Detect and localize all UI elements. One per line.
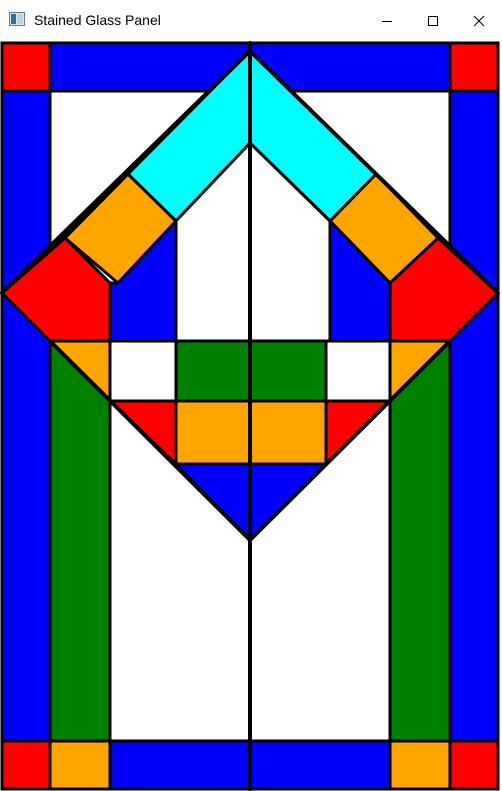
bottom-orange-left — [48, 739, 112, 791]
green-square-right — [248, 339, 328, 403]
orange-square-right — [248, 399, 328, 466]
stained-glass-panel — [0, 41, 502, 791]
orange-square-left — [174, 399, 252, 466]
diamond-outline-left — [0, 49, 252, 295]
bottom-blue-right — [248, 739, 392, 791]
maximize-icon — [428, 15, 438, 26]
close-button[interactable] — [456, 0, 502, 41]
right-border — [448, 89, 500, 743]
bottom-blue-left — [108, 739, 252, 791]
app-icon — [9, 12, 25, 26]
green-square-left — [174, 339, 252, 403]
green-pillar-right — [388, 339, 452, 743]
corner-bottom-right — [448, 739, 500, 791]
green-pillar-left — [48, 339, 112, 743]
corner-top-right — [448, 41, 500, 93]
maximize-button[interactable] — [410, 0, 456, 41]
white-square-left — [108, 339, 178, 403]
lower-v-outline — [48, 339, 452, 543]
white-square-right — [324, 339, 392, 403]
corner-bottom-left — [0, 739, 52, 791]
window-controls — [364, 0, 502, 41]
minimize-button[interactable] — [364, 0, 410, 41]
bottom-orange-right — [388, 739, 452, 791]
diamond-outline-right — [248, 49, 500, 295]
window-title: Stained Glass Panel — [34, 12, 161, 28]
close-icon — [473, 15, 485, 26]
title-bar[interactable]: Stained Glass Panel — [0, 0, 502, 41]
corner-top-left — [0, 41, 52, 93]
left-border — [0, 89, 52, 743]
minimize-icon — [382, 20, 392, 22]
drawing-canvas[interactable] — [0, 41, 502, 791]
panel-frame — [0, 41, 500, 791]
